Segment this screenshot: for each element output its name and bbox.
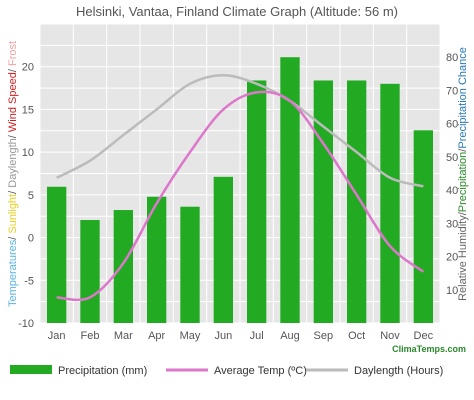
x-tick-label: Dec — [414, 330, 434, 342]
legend: Precipitation (mm) Average Temp (ºC) Dayle… — [10, 365, 443, 377]
left-tick-label: 5 — [28, 190, 34, 202]
x-tick-label: Mar — [114, 330, 133, 342]
right-axis-label: Relative Humidity/Precipitation/Precipit… — [457, 47, 469, 301]
precip-bar — [413, 130, 433, 323]
axis-label-part: Frost — [7, 41, 19, 66]
x-tick-label: Jul — [250, 330, 264, 342]
right-tick-label: 80 — [446, 52, 458, 64]
x-tick-label: Apr — [148, 330, 165, 342]
legend-label: Precipitation (mm) — [58, 365, 147, 377]
right-tick-label: 60 — [446, 119, 458, 131]
left-tick-label: -10 — [18, 318, 34, 330]
x-tick-label: Oct — [348, 330, 365, 342]
credit-text: ClimaTemps.com — [392, 344, 466, 354]
axis-label-part: Sunlight — [7, 194, 19, 234]
axis-label-part: Precipitation — [457, 152, 469, 213]
axis-label-part: / — [7, 66, 19, 72]
left-tick-label: 15 — [22, 104, 34, 116]
left-axis-ticks: -10 -5 0 5 10 15 20 — [18, 62, 34, 330]
x-tick-label: Jun — [214, 330, 232, 342]
axis-label-part: / — [7, 132, 19, 138]
precip-bar — [213, 176, 233, 323]
axis-label-part: Daylength — [7, 138, 19, 188]
precip-bar — [247, 80, 267, 323]
axis-label-part: / — [7, 188, 19, 194]
axis-label-part: Relative Humidity — [457, 215, 469, 301]
legend-swatch-precipitation — [10, 365, 52, 374]
precip-bar — [313, 80, 333, 323]
axis-label-part: Precipitation Chance — [457, 47, 469, 149]
axis-label-part: / — [457, 211, 469, 215]
right-tick-label: 50 — [446, 152, 458, 164]
axis-label-part: Wind Speed — [7, 72, 19, 132]
precip-bar — [47, 186, 67, 323]
grid-lines — [39, 23, 441, 324]
right-tick-label: 70 — [446, 85, 458, 97]
axis-label-part: Temperatures — [7, 239, 19, 307]
left-tick-label: -5 — [24, 275, 34, 287]
right-axis-ticks: 10 20 30 40 50 60 70 80 — [446, 52, 458, 297]
left-tick-label: 20 — [22, 62, 34, 74]
x-tick-label: Feb — [81, 330, 100, 342]
axis-label-part: / — [7, 234, 19, 240]
avg-temp-line — [56, 90, 425, 302]
x-tick-label: May — [180, 330, 201, 342]
x-tick-label: Aug — [280, 330, 300, 342]
chart-title: Helsinki, Vantaa, Finland Climate Graph … — [76, 4, 398, 19]
x-tick-label: Sep — [314, 330, 334, 342]
right-tick-label: 20 — [446, 252, 458, 264]
line-series — [56, 74, 425, 302]
precipitation-bars — [47, 57, 433, 323]
left-axis-label: Temperatures/ Sunlight/ Daylength/ Wind … — [7, 41, 19, 307]
x-axis-ticks: Jan Feb Mar Apr May Jun Jul Aug Sep Oct Nov Dec — [48, 330, 434, 342]
left-tick-label: 0 — [28, 233, 34, 245]
precip-bar — [180, 206, 200, 323]
right-tick-label: 40 — [446, 185, 458, 197]
right-tick-label: 10 — [446, 285, 458, 297]
x-tick-label: Nov — [380, 330, 400, 342]
precip-bar — [280, 57, 300, 323]
x-tick-label: Jan — [48, 330, 66, 342]
legend-label: Average Temp (ºC) — [214, 365, 307, 377]
axis-label-part: / — [457, 148, 469, 152]
daylength-line — [56, 74, 424, 188]
precip-bar — [347, 80, 367, 323]
precip-bar — [113, 210, 133, 323]
precip-bar — [147, 196, 167, 323]
legend-label: Daylength (Hours) — [354, 365, 443, 377]
left-tick-label: 10 — [22, 147, 34, 159]
precip-bar — [80, 220, 100, 323]
precip-bar — [380, 83, 400, 323]
right-tick-label: 30 — [446, 218, 458, 230]
